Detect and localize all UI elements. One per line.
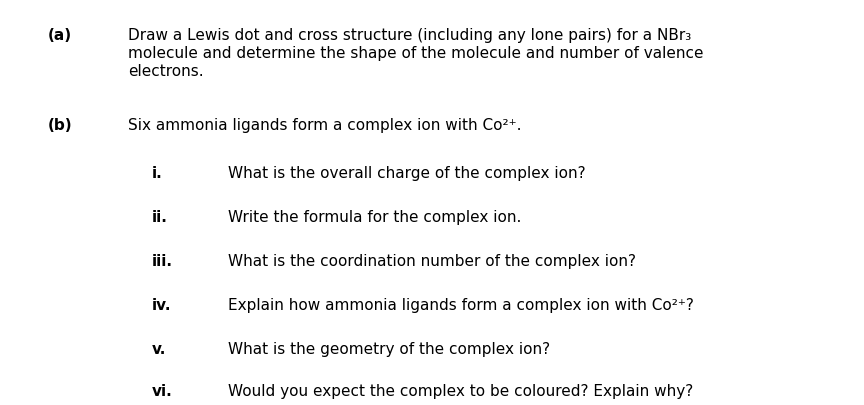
Text: v.: v. xyxy=(152,341,167,356)
Text: iii.: iii. xyxy=(152,254,173,269)
Text: vi.: vi. xyxy=(152,383,173,398)
Text: Would you expect the complex to be coloured? Explain why?: Would you expect the complex to be colou… xyxy=(228,383,693,398)
Text: molecule and determine the shape of the molecule and number of valence: molecule and determine the shape of the … xyxy=(128,46,703,61)
Text: (b): (b) xyxy=(48,118,73,133)
Text: Write the formula for the complex ion.: Write the formula for the complex ion. xyxy=(228,209,521,224)
Text: Explain how ammonia ligands form a complex ion with Co²⁺?: Explain how ammonia ligands form a compl… xyxy=(228,297,694,312)
Text: i.: i. xyxy=(152,166,162,181)
Text: What is the overall charge of the complex ion?: What is the overall charge of the comple… xyxy=(228,166,586,181)
Text: electrons.: electrons. xyxy=(128,64,204,79)
Text: ii.: ii. xyxy=(152,209,168,224)
Text: Six ammonia ligands form a complex ion with Co²⁺.: Six ammonia ligands form a complex ion w… xyxy=(128,118,522,133)
Text: Draw a Lewis dot and cross structure (including any lone pairs) for a NBr₃: Draw a Lewis dot and cross structure (in… xyxy=(128,28,691,43)
Text: iv.: iv. xyxy=(152,297,171,312)
Text: (a): (a) xyxy=(48,28,72,43)
Text: What is the coordination number of the complex ion?: What is the coordination number of the c… xyxy=(228,254,636,269)
Text: What is the geometry of the complex ion?: What is the geometry of the complex ion? xyxy=(228,341,550,356)
